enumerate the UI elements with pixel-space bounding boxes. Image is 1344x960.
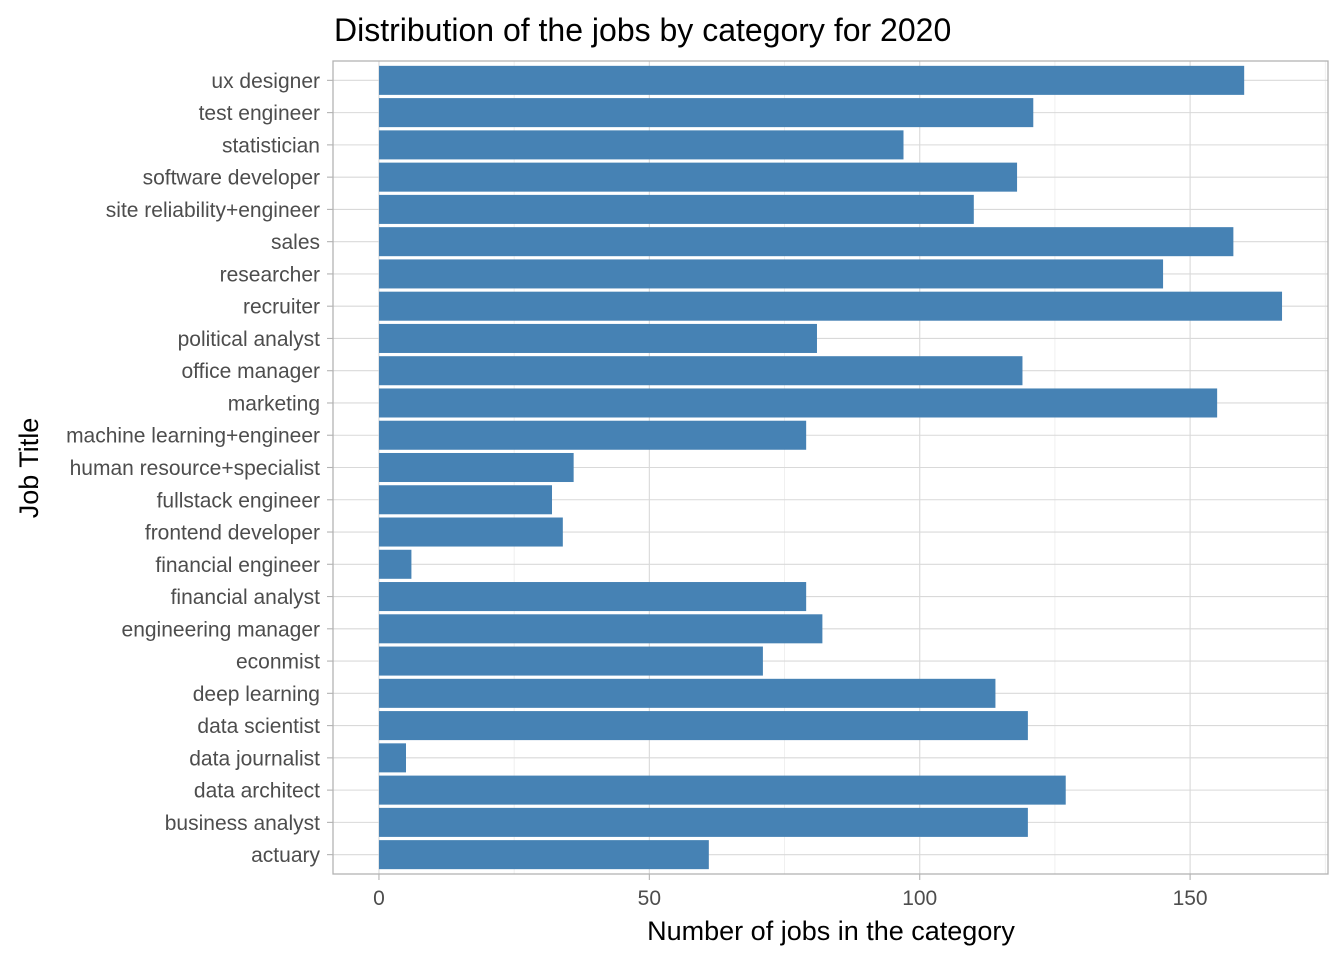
bar <box>378 807 1028 837</box>
bar <box>378 582 807 612</box>
bar <box>378 162 1018 192</box>
bars <box>378 65 1283 870</box>
y-axis-title: Job Title <box>14 418 44 519</box>
y-tick-label: marketing <box>228 392 320 415</box>
bar <box>378 549 412 579</box>
y-tick-label: fullstack engineer <box>157 489 320 512</box>
bar <box>378 388 1218 418</box>
bar <box>378 452 574 483</box>
bar <box>378 614 823 644</box>
y-tick-label: test engineer <box>199 102 320 125</box>
bar <box>378 711 1028 741</box>
y-tick-label: business analyst <box>165 812 320 835</box>
bar <box>378 65 1245 95</box>
y-tick-label: financial analyst <box>171 586 321 609</box>
bar <box>378 743 407 773</box>
y-tick-label: frontend developer <box>145 522 320 545</box>
bar <box>378 194 974 224</box>
y-tick-label: data journalist <box>189 747 320 770</box>
y-tick-label: financial engineer <box>155 554 320 577</box>
bar <box>378 323 817 353</box>
bar <box>378 840 709 870</box>
y-tick-labels: ux designer test engineer statistician soft… <box>66 70 333 867</box>
bar <box>378 291 1283 321</box>
x-tick-label: 100 <box>902 887 937 910</box>
y-tick-label: political analyst <box>178 328 321 351</box>
y-tick-label: actuary <box>251 844 320 867</box>
x-axis-title: Number of jobs in the category <box>647 916 1015 946</box>
bar <box>378 678 996 708</box>
y-tick-label: ux designer <box>211 70 320 93</box>
bar <box>378 98 1034 128</box>
x-tick-labels: 0 50 100 150 <box>373 874 1208 910</box>
bar <box>378 775 1066 805</box>
bar <box>378 517 563 547</box>
bar <box>378 356 1023 386</box>
bar <box>378 227 1234 257</box>
chart-title: Distribution of the jobs by category for… <box>334 12 951 48</box>
bar <box>378 130 904 160</box>
x-tick-label: 0 <box>373 887 385 910</box>
y-tick-label: econmist <box>236 651 320 674</box>
y-tick-label: data architect <box>194 780 320 803</box>
y-tick-label: software developer <box>143 167 320 190</box>
y-tick-label: deep learning <box>193 683 320 706</box>
y-tick-label: recruiter <box>243 296 320 319</box>
y-tick-label: data scientist <box>197 715 320 738</box>
x-tick-label: 50 <box>638 887 661 910</box>
bar <box>378 646 763 676</box>
bar <box>378 420 807 450</box>
y-tick-label: office manager <box>181 360 320 383</box>
y-tick-label: machine learning+engineer <box>66 425 320 448</box>
bar <box>378 259 1164 289</box>
y-tick-label: statistician <box>222 134 320 157</box>
y-tick-label: site reliability+engineer <box>106 199 320 222</box>
bar <box>378 485 553 515</box>
x-tick-label: 150 <box>1173 887 1208 910</box>
y-tick-label: sales <box>271 231 320 254</box>
y-tick-label: engineering manager <box>122 618 320 641</box>
y-tick-label: human resource+specialist <box>70 457 321 480</box>
y-tick-label: researcher <box>220 263 320 286</box>
